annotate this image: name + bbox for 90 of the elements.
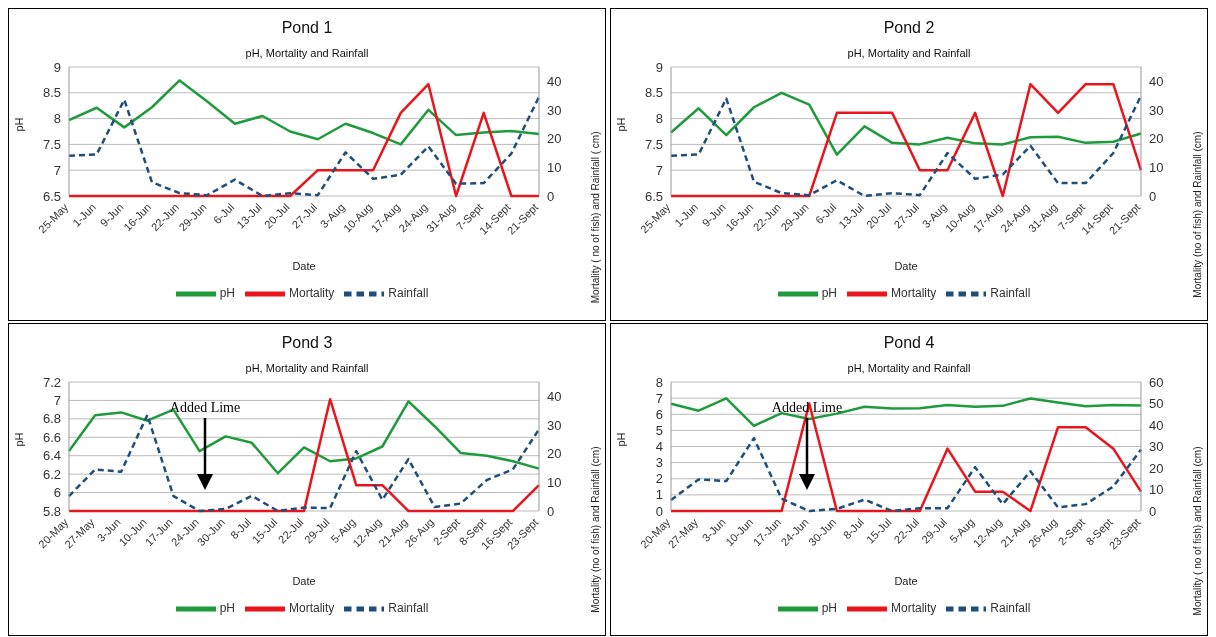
chart-title: Pond 3 [280,334,334,352]
y2-tick-label: 0 [547,188,555,204]
y-tick-label: 8 [53,111,61,127]
y2-tick-label: 20 [547,446,562,462]
chart-title: Pond 1 [280,19,334,37]
y2-tick-label: 10 [547,159,562,175]
legend-label: Rainfall [388,601,429,616]
x-axis-title: Date [292,575,316,587]
legend-label: pH [821,286,837,301]
line-series [669,436,1143,513]
y-tick-label: 6.2 [42,466,61,482]
y-tick-label: 0 [655,503,663,519]
chart-title: Pond 2 [882,19,936,37]
legend-label: Mortality [288,601,335,616]
y-axis-title: pH [12,117,25,132]
chart-subtitle: pH, Mortality and Rainfall [244,47,370,59]
y-tick-label: 7.5 [644,137,663,153]
y2-axis-title: Mortality ( no of fish) and Rainfall (cm) [1191,446,1203,616]
y2-axis-title: Mortality ( no of fish) and Rainfall ( cm) [589,131,601,304]
legend-label: pH [219,286,235,301]
chart-title: Pond 4 [882,334,936,352]
y-axis-title: pH [12,432,25,447]
y2-tick-label: 20 [1149,131,1164,147]
y-tick-label: 2 [655,471,663,487]
y-tick-label: 6.6 [42,429,61,445]
y2-tick-label: 10 [1149,482,1164,498]
y2-tick-label: 50 [1149,396,1164,412]
y-tick-label: 6 [655,406,663,422]
y2-tick-label: 0 [1149,503,1157,519]
y-tick-label: 5 [655,422,663,438]
legend-label: pH [219,601,235,616]
y2-tick-label: 30 [1149,439,1164,455]
y-tick-label: 4 [655,439,663,455]
y-tick-label: 9 [53,59,61,75]
y2-tick-label: 20 [1149,460,1164,476]
y2-tick-label: 30 [547,102,562,118]
line-series [669,402,1143,513]
y-tick-label: 3 [655,455,663,471]
x-axis-title: Date [292,260,316,272]
y-tick-label: 1 [655,487,663,503]
y2-tick-label: 30 [547,417,562,433]
y2-tick-label: 20 [547,131,562,147]
y-tick-label: 6.4 [42,448,61,464]
line-series [67,400,541,475]
legend-label: Rainfall [990,286,1031,301]
y-tick-label: 6 [53,485,61,501]
y2-tick-label: 60 [1149,374,1164,390]
y-tick-label: 7.5 [42,137,61,153]
chart-subtitle: pH, Mortality and Rainfall [846,47,972,59]
y-tick-label: 6.8 [42,411,61,427]
y-axis-title: pH [614,432,627,447]
y-tick-label: 8 [655,111,663,127]
legend-label: Mortality [890,601,937,616]
chart-subtitle: pH, Mortality and Rainfall [244,362,370,374]
y2-axis-title: Mortality (no of fish) and Rainfall (cm) [1191,131,1203,298]
x-axis-title: Date [894,575,918,587]
legend-label: Mortality [890,286,937,301]
y-tick-label: 7 [53,393,61,409]
y2-axis-title: Mortality (no of fish) and Rainfall (cm) [589,446,601,613]
y2-tick-label: 0 [547,503,555,519]
y-tick-label: 9 [655,59,663,75]
y-tick-label: 7 [655,162,663,178]
line-series [67,79,541,146]
chart-subtitle: pH, Mortality and Rainfall [846,362,972,374]
y-tick-label: 7 [53,162,61,178]
y-tick-label: 6.5 [42,188,61,204]
legend-label: pH [821,601,837,616]
y2-tick-label: 30 [1149,102,1164,118]
legend-label: Rainfall [990,601,1031,616]
annotation: Added Lime [168,400,242,416]
y2-tick-label: 0 [1149,188,1157,204]
y-tick-label: 6.5 [644,188,663,204]
y-tick-label: 8 [655,374,663,390]
y-tick-label: 8.5 [42,85,61,101]
y-axis-title: pH [614,117,627,132]
x-axis-title: Date [894,260,918,272]
y-tick-label: 5.8 [42,503,61,519]
y2-tick-label: 40 [547,73,562,89]
legend-label: Rainfall [388,286,429,301]
legend-label: Mortality [288,286,335,301]
y2-tick-label: 40 [547,388,562,404]
y-tick-label: 7 [655,390,663,406]
y-tick-label: 8.5 [644,85,663,101]
line-series [669,397,1143,428]
y2-tick-label: 10 [547,474,562,490]
line-series [669,91,1143,156]
y2-tick-label: 10 [1149,159,1164,175]
y2-tick-label: 40 [1149,73,1164,89]
y2-tick-label: 40 [1149,417,1164,433]
y-tick-label: 7.2 [42,374,61,390]
